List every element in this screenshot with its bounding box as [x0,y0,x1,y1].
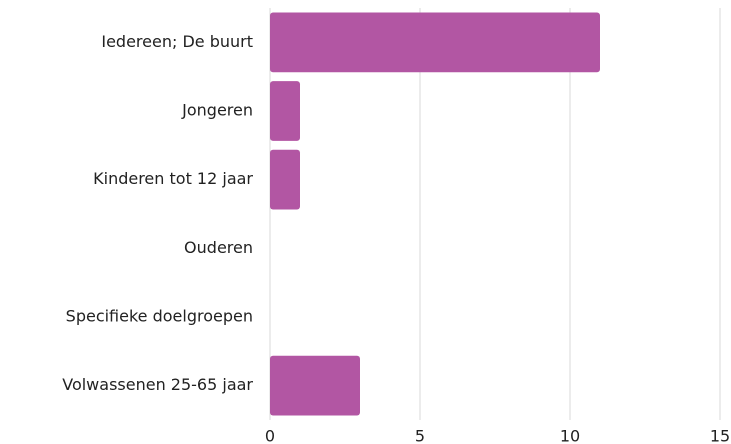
bar [270,149,300,210]
y-tick-label: Volwassenen 25-65 jaar [62,375,253,394]
x-tick-label: 10 [560,427,580,444]
bar [270,355,360,416]
y-tick-label: Jongeren [181,101,253,120]
y-tick-label: Kinderen tot 12 jaar [93,169,253,188]
x-tick-label: 5 [415,427,425,444]
bar [270,12,600,73]
bar [270,81,300,141]
x-tick-label: 15 [710,427,730,444]
y-tick-label: Ouderen [184,238,253,257]
x-tick-label: 0 [265,427,275,444]
y-tick-label: Specifieke doelgroepen [66,307,253,326]
y-tick-label: Iedereen; De buurt [101,32,253,51]
